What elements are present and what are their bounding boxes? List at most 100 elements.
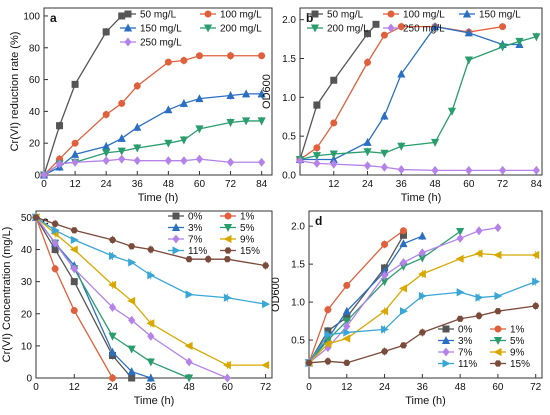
x-tick-label: 72 <box>530 382 542 393</box>
legend-marker <box>493 336 503 345</box>
data-point <box>71 80 79 88</box>
panel-d: 0 12 24 36 48 60 72 0.5 1.0 1.5 2.0 Time (h) OD600 d 0… <box>270 210 543 407</box>
data-point <box>380 162 389 172</box>
data-point <box>399 258 408 268</box>
data-point <box>313 144 321 152</box>
y-tick-label: 10 <box>21 341 33 352</box>
y-tick-label: 1.5 <box>282 54 296 65</box>
data-point <box>164 156 172 166</box>
y-axis-label: OD600 <box>270 277 282 312</box>
x-tick-label: 60 <box>194 179 206 190</box>
series-line <box>35 216 266 267</box>
legend-label: 200 mg/L <box>327 24 369 35</box>
plot-frame <box>35 210 273 379</box>
data-point <box>146 373 155 382</box>
data-point <box>494 223 502 233</box>
y-tick-label: 0.5 <box>282 132 296 143</box>
data-point <box>456 315 464 322</box>
data-point <box>108 280 117 289</box>
data-point <box>494 291 503 301</box>
data-point <box>343 328 352 337</box>
legend-marker <box>123 23 133 32</box>
legend-label: 0% <box>458 325 473 336</box>
data-point <box>146 319 155 328</box>
data-point <box>372 20 380 28</box>
legend: 50 mg/L 100 mg/L 150 mg/L 200 mg/L 250 mg/L <box>120 10 262 49</box>
x-axis-label: Time (h) <box>134 395 175 407</box>
data-point <box>127 367 136 376</box>
series-line <box>43 15 123 176</box>
legend-label: 9% <box>510 348 525 359</box>
y-axis-label: Cr(VI) Concentration (mg/L) <box>1 227 13 363</box>
data-point <box>223 373 231 383</box>
data-point <box>499 23 507 31</box>
data-point <box>133 156 141 166</box>
data-point <box>117 147 126 156</box>
y-tick-label: 0.5 <box>291 336 305 347</box>
x-tick-label: 24 <box>107 382 119 393</box>
data-point <box>70 307 78 315</box>
legend-label: 200 mg/L <box>220 24 262 35</box>
series-200-mg-L <box>39 116 266 180</box>
legend-label: 250 mg/L <box>403 24 445 35</box>
legend-label: 7% <box>188 235 203 246</box>
data-point <box>364 58 372 66</box>
series-line <box>35 217 228 379</box>
data-point <box>195 154 204 164</box>
data-point <box>118 99 126 107</box>
legend-marker <box>462 9 472 18</box>
legend-label: 15% <box>510 359 530 370</box>
panel-letter: a <box>50 11 57 25</box>
data-point <box>70 278 78 286</box>
data-point <box>296 156 304 166</box>
data-point <box>498 43 507 52</box>
x-tick-label: 24 <box>379 382 391 393</box>
series-9pct <box>304 249 540 367</box>
data-point <box>147 271 156 280</box>
legend-marker <box>224 212 232 220</box>
data-point <box>343 281 351 289</box>
data-point <box>455 254 464 263</box>
legend-label: 150 mg/L <box>140 24 182 35</box>
data-point <box>180 156 188 166</box>
series-11pct <box>32 213 271 309</box>
legend-label: 5% <box>240 223 255 234</box>
data-point <box>195 94 204 103</box>
data-point <box>324 330 333 339</box>
data-point <box>184 374 194 383</box>
data-point <box>185 357 193 367</box>
data-point <box>313 101 321 109</box>
legend-marker <box>124 10 132 18</box>
series-line <box>299 23 377 160</box>
data-point <box>323 339 332 348</box>
legend-marker <box>223 224 233 232</box>
x-tick-label: 36 <box>132 179 144 190</box>
data-point <box>164 105 173 114</box>
data-point <box>380 31 388 39</box>
data-point <box>262 262 270 269</box>
data-point <box>128 315 136 325</box>
y-tick-label: 2.0 <box>291 222 305 233</box>
series-3pct <box>31 212 155 382</box>
data-point <box>465 165 473 175</box>
data-point <box>342 306 351 315</box>
series-100-mg-L <box>296 22 507 163</box>
panel-a: 0 12 24 36 48 60 72 84 0 20 40 60 80 100 Time (h) Cr(VI… <box>9 7 273 204</box>
legend-marker <box>387 10 395 18</box>
data-point <box>51 226 60 235</box>
data-point <box>430 22 440 31</box>
data-point <box>227 52 235 60</box>
legend-label: 100 mg/L <box>403 10 445 21</box>
legend-marker <box>171 223 181 231</box>
y-tick-label: 1.0 <box>291 298 305 309</box>
data-point <box>399 284 407 293</box>
data-point <box>417 269 426 279</box>
series-line <box>299 36 537 161</box>
data-point <box>222 361 231 370</box>
legend-marker <box>493 347 502 357</box>
plot-frame <box>308 210 543 379</box>
data-point <box>380 111 389 120</box>
data-point <box>531 250 540 260</box>
y-tick-label: 50 <box>21 213 33 224</box>
series-150-mg-L <box>295 22 524 164</box>
